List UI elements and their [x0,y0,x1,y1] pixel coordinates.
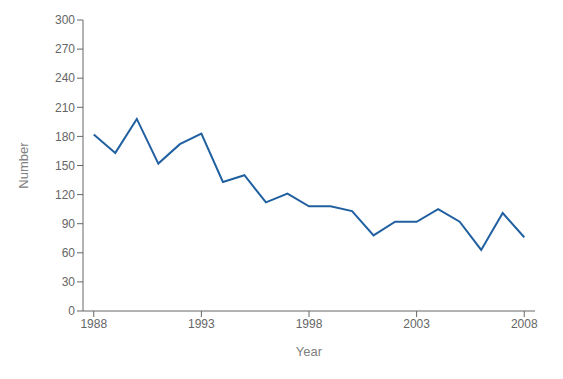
svg-text:240: 240 [55,71,75,85]
svg-text:300: 300 [55,13,75,27]
svg-text:2003: 2003 [403,317,430,331]
svg-text:0: 0 [68,304,75,318]
svg-text:30: 30 [62,275,76,289]
svg-text:1998: 1998 [296,317,323,331]
svg-text:150: 150 [55,159,75,173]
svg-text:120: 120 [55,188,75,202]
svg-text:210: 210 [55,101,75,115]
svg-text:Number: Number [16,142,31,189]
svg-text:90: 90 [62,217,76,231]
svg-text:Year: Year [296,344,323,359]
svg-text:1988: 1988 [80,317,107,331]
svg-text:2008: 2008 [511,317,538,331]
svg-text:1993: 1993 [188,317,215,331]
svg-text:60: 60 [62,246,76,260]
svg-text:180: 180 [55,130,75,144]
svg-text:270: 270 [55,42,75,56]
